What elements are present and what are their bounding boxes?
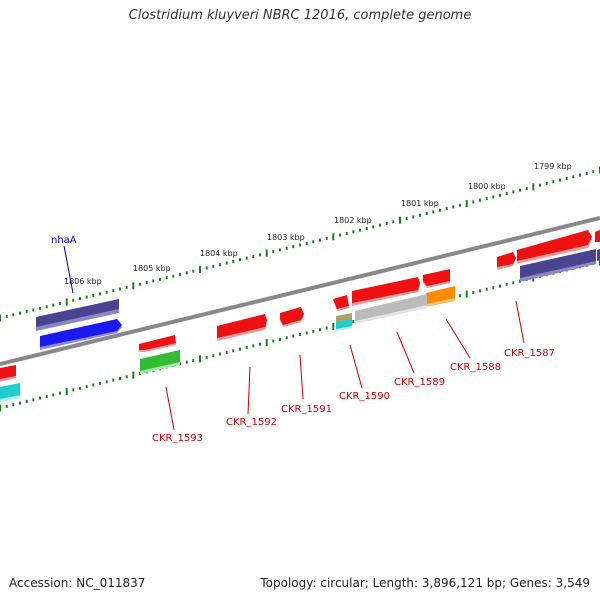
label-leader-lines <box>63 245 525 431</box>
outer-scale-ticks <box>0 166 600 322</box>
gene-CKR_1592[interactable] <box>217 314 267 341</box>
leader-nhaA <box>63 245 74 294</box>
leader-CKR_1587 <box>515 300 525 344</box>
scale-label-1806kbp: 1806 kbp <box>64 277 102 286</box>
gene-CKR_1590[interactable] <box>333 295 352 331</box>
gene-CKR_1587[interactable] <box>497 252 516 270</box>
scale-labels: 1806 kbp 1805 kbp 1804 kbp 1803 kbp 1802… <box>64 162 572 286</box>
leader-CKR_1588 <box>445 318 471 359</box>
scale-label-1799kbp: 1799 kbp <box>534 162 572 171</box>
leader-CKR_1589 <box>396 331 415 374</box>
leader-CKR_1590 <box>349 344 363 389</box>
gene-CKR_1589[interactable] <box>352 277 427 324</box>
map-title: Clostridium kluyveri NBRC 12016, complet… <box>128 8 472 23</box>
scale-label-1800kbp: 1800 kbp <box>468 182 506 191</box>
gene-CKR_1588[interactable] <box>423 269 455 307</box>
genome-backbone <box>0 216 600 366</box>
accession-text: Accession: NC_011837 <box>9 576 146 590</box>
gene-label-CKR_1588[interactable]: CKR_1588 <box>450 362 501 373</box>
gene-right-pair[interactable] <box>517 230 600 282</box>
gene-CKR_1591[interactable] <box>280 307 304 327</box>
gene-labels: nhaA CKR_1593 CKR_1592 CKR_1591 CKR_1590… <box>51 235 555 444</box>
gene-label-CKR_1592[interactable]: CKR_1592 <box>226 417 277 428</box>
gene-label-CKR_1590[interactable]: CKR_1590 <box>339 391 390 402</box>
leader-CKR_1592 <box>247 366 251 415</box>
gene-label-CKR_1587[interactable]: CKR_1587 <box>504 348 555 359</box>
gene-label-CKR_1589[interactable]: CKR_1589 <box>394 377 445 388</box>
topology-text: Topology: circular; Length: 3,896,121 bp… <box>260 576 590 590</box>
leader-CKR_1591 <box>299 354 304 400</box>
gene-left-edge[interactable] <box>0 365 20 402</box>
gene-CKR_1593[interactable] <box>139 335 180 374</box>
leader-CKR_1593 <box>165 386 175 431</box>
scale-label-1804kbp: 1804 kbp <box>200 249 238 258</box>
scale-label-1805kbp: 1805 kbp <box>133 264 171 273</box>
gene-label-nhaA[interactable]: nhaA <box>51 235 77 246</box>
gene-label-CKR_1593[interactable]: CKR_1593 <box>152 433 203 444</box>
gene-label-CKR_1591[interactable]: CKR_1591 <box>281 404 332 415</box>
scale-label-1803kbp: 1803 kbp <box>267 233 305 242</box>
scale-label-1802kbp: 1802 kbp <box>334 216 372 225</box>
scale-label-1801kbp: 1801 kbp <box>401 199 439 208</box>
gene-nhaA[interactable] <box>36 299 122 350</box>
